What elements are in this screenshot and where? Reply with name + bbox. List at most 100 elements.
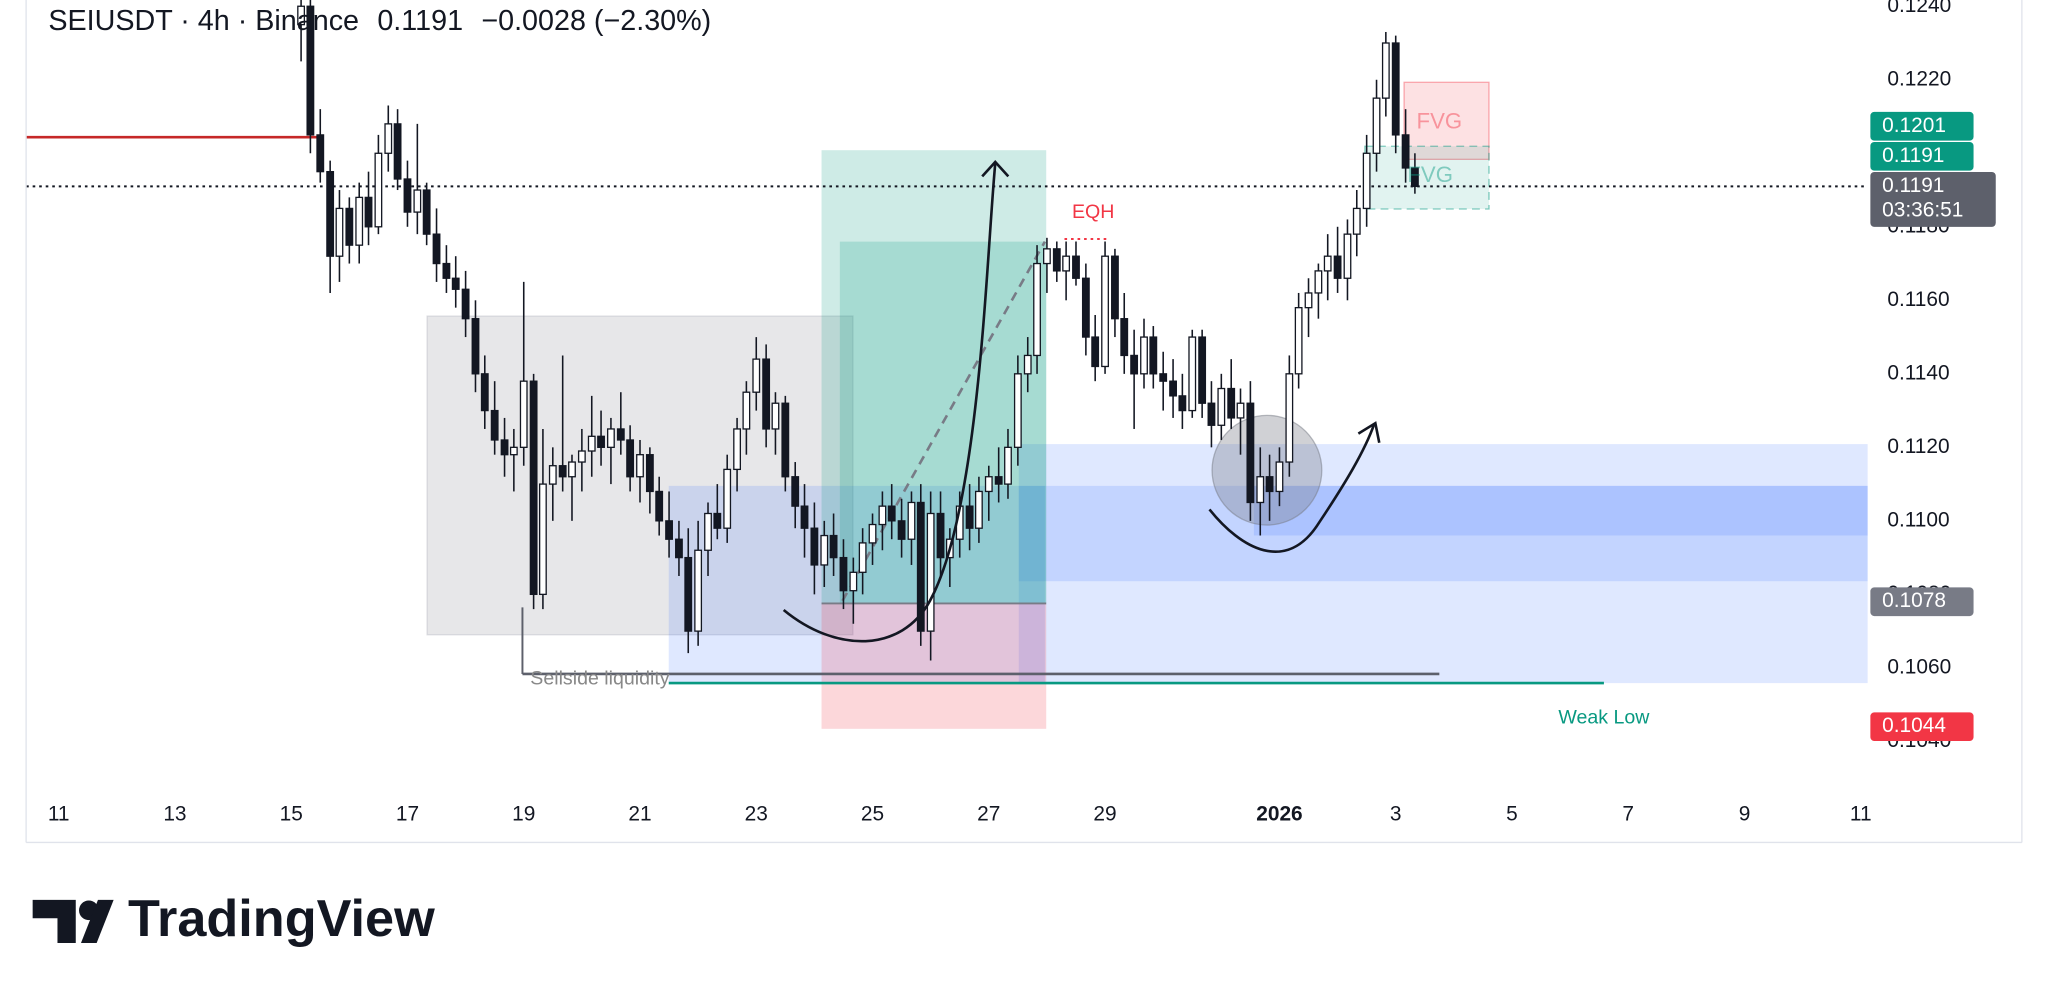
candle-body (839, 556, 848, 592)
candle-body (858, 542, 867, 573)
candle-body (684, 556, 693, 632)
candle-body (1372, 97, 1381, 154)
candle-body (568, 461, 576, 478)
candle-body (480, 373, 489, 412)
candle-body (1256, 476, 1265, 504)
price-label-box (1870, 111, 1974, 141)
candle-body (1246, 402, 1255, 504)
candle-body (1004, 446, 1012, 485)
price: 0.1191 (377, 5, 463, 37)
y-tick-label: 0.1140 (1887, 361, 1949, 384)
x-tick-label: 11 (48, 803, 70, 826)
annotation: Weak Low (1558, 707, 1650, 729)
candle-body (733, 428, 741, 471)
candle-body (461, 288, 470, 320)
candle-body (1362, 152, 1371, 210)
candle-body (1169, 380, 1177, 397)
annotation: FVG (1417, 109, 1463, 134)
price-label-box (1870, 712, 1974, 742)
candle-body (539, 483, 547, 596)
candle-body (636, 454, 644, 478)
candle-body (1062, 255, 1071, 272)
candle-body (490, 409, 499, 441)
candle-body (1381, 42, 1390, 99)
arrow-head (1357, 421, 1381, 444)
candle-body (1207, 402, 1216, 426)
x-tick-label: 11 (1850, 803, 1872, 826)
candle-body (1304, 292, 1313, 309)
candle-body (597, 435, 605, 448)
x-tick-label: 27 (977, 803, 1000, 826)
candle-body (1052, 248, 1061, 272)
candle-body (762, 358, 771, 430)
candle-body (1149, 336, 1158, 375)
candle-body (771, 402, 780, 430)
x-tick-label: 19 (512, 803, 535, 826)
candle-body (374, 152, 383, 228)
drawings (26, 81, 1868, 729)
price-label: 0.1191 (1882, 174, 1944, 197)
x-tick-label: 7 (1622, 803, 1634, 826)
candle-body (878, 505, 887, 526)
candle-body (1391, 42, 1400, 136)
x-tick-label: 17 (396, 803, 419, 826)
candle-body (984, 476, 993, 493)
price-label: 0.1078 (1882, 589, 1946, 612)
candle-body (1198, 336, 1207, 404)
candle-body (306, 5, 315, 136)
candle-body (451, 277, 460, 290)
x-tick-label: 21 (628, 803, 651, 826)
price-label-box (1870, 141, 1974, 171)
candle-body (364, 196, 373, 228)
price-label: 0.1191 (1882, 144, 1944, 167)
candle-body (1217, 387, 1226, 426)
candle-body (1140, 336, 1148, 375)
candle-body (442, 262, 451, 279)
candle-body (800, 505, 809, 529)
candle-body (675, 538, 683, 559)
candle-body (713, 512, 722, 529)
candle-body (519, 380, 528, 448)
logo: TradingView (32, 890, 435, 948)
arrow-head (981, 160, 1010, 178)
candle-body (1323, 255, 1332, 272)
price-label-box (1870, 171, 1996, 227)
candle-body (413, 189, 422, 213)
highlight-circle (1211, 414, 1323, 526)
candle-body (384, 123, 393, 154)
candle-body (694, 549, 703, 632)
candle-body (1120, 318, 1129, 357)
candle-body (887, 505, 896, 522)
candle-body (1314, 270, 1323, 294)
y-tick-label: 0.1120 (1887, 435, 1949, 458)
arrow (1208, 424, 1376, 553)
candle-body (616, 428, 625, 441)
candle-body (1265, 476, 1274, 493)
x-tick-label: 15 (280, 803, 303, 826)
candle-body (1352, 207, 1361, 235)
candle-body (1091, 336, 1100, 368)
demand-zone (1253, 485, 1868, 536)
change: −0.0028 (−2.30%) (481, 5, 711, 37)
candle-body (791, 476, 800, 507)
overlays: EQH FVG FVG Sellside liquidity Weak Low … (25, 0, 2023, 844)
x-tick-label: 23 (745, 803, 768, 826)
candle-body (529, 380, 538, 596)
candle-body (345, 207, 354, 246)
candle-body (1285, 373, 1294, 463)
y-tick-label: 0.1220 (1887, 67, 1951, 90)
annotation: EQH (1072, 201, 1114, 223)
annotation: Sellside liquidity (530, 667, 670, 689)
candle-body (326, 171, 335, 257)
candle-body (1101, 255, 1109, 368)
annotation: FVG (1407, 162, 1453, 187)
candle-body (655, 490, 664, 522)
candle-body (509, 446, 518, 456)
fvg-box (1364, 145, 1490, 210)
candle-body (752, 358, 761, 393)
candle-body (665, 520, 673, 540)
demand-zone (1018, 444, 1868, 684)
candle-body (1111, 255, 1119, 320)
symbol: SEIUSDT · 4h · Binance (48, 5, 359, 37)
